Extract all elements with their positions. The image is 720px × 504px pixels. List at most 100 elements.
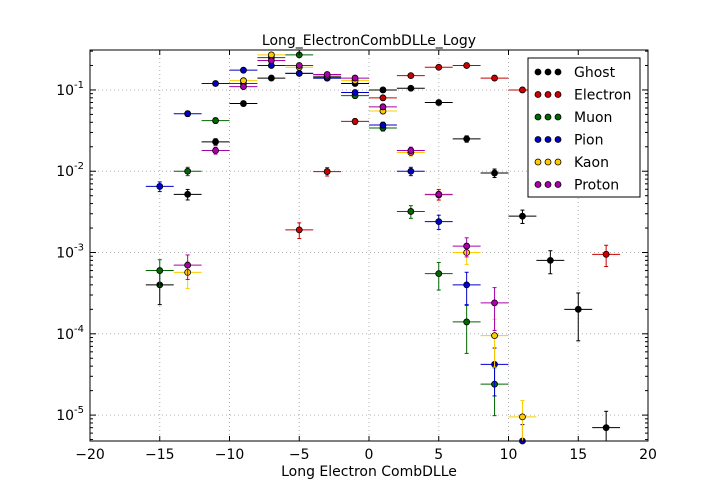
- data-point: [463, 318, 471, 326]
- data-point: [240, 66, 247, 74]
- y-tick-label: 10-4: [56, 324, 84, 343]
- legend-box: [527, 57, 641, 198]
- data-point: [184, 110, 192, 118]
- data-point: [519, 86, 526, 94]
- x-tick-label: −15: [145, 447, 175, 463]
- data-point: [546, 256, 554, 264]
- legend-marker: [554, 68, 562, 76]
- data-point: [295, 226, 303, 234]
- data-point: [212, 117, 219, 124]
- legend-marker: [554, 181, 562, 188]
- data-point: [407, 208, 415, 215]
- legend-marker: [534, 91, 542, 98]
- data-point: [295, 62, 303, 69]
- data-point: [491, 74, 498, 82]
- legend-label: Muon: [574, 110, 612, 126]
- legend-marker: [554, 136, 562, 143]
- data-point: [212, 147, 219, 154]
- legend-label: Kaon: [574, 155, 609, 171]
- data-point: [240, 77, 247, 85]
- data-point: [351, 118, 359, 125]
- data-point: [407, 72, 415, 80]
- data-point: [519, 212, 526, 220]
- y-tick-label: 10-1: [56, 80, 84, 99]
- legend-marker: [554, 91, 562, 98]
- data-point: [602, 424, 610, 432]
- legend-label: Ghost: [574, 65, 616, 81]
- data-point: [435, 63, 443, 71]
- legend-marker: [534, 68, 542, 76]
- data-point: [351, 74, 359, 82]
- data-point: [574, 305, 582, 313]
- data-points: [145, 51, 621, 445]
- data-point: [212, 138, 219, 146]
- x-tick-label: −10: [215, 447, 245, 463]
- data-point: [156, 183, 164, 190]
- data-point: [379, 86, 387, 94]
- legend-marker: [544, 91, 552, 98]
- data-point: [323, 71, 331, 78]
- x-tick-label: 20: [639, 447, 657, 463]
- data-point: [379, 94, 387, 102]
- y-tick-label: 10-2: [56, 161, 84, 180]
- legend-label: Electron: [574, 88, 631, 104]
- data-point: [463, 281, 471, 289]
- legend-label: Proton: [574, 178, 619, 194]
- legend: Ghost Electron Muon Pion Kaon Proton: [527, 57, 641, 198]
- legend-marker: [534, 136, 542, 143]
- data-point: [184, 190, 192, 198]
- data-point: [435, 190, 443, 198]
- chart-title: Long_ElectronCombDLLe_Logy: [262, 33, 476, 49]
- data-point: [295, 69, 303, 77]
- data-point: [379, 103, 387, 111]
- ticks: −20 −15 −10 −5 0 5 10 15 20 10-5 10-4 10-3 10-2 10-1: [56, 50, 657, 463]
- data-point: [491, 332, 498, 340]
- data-point: [212, 80, 219, 87]
- data-point: [602, 250, 610, 258]
- y-tick-label: 10-5: [56, 405, 84, 424]
- series-proton: [173, 57, 509, 331]
- data-point: [491, 299, 498, 307]
- y-tick-label: 10-3: [56, 243, 84, 262]
- data-point: [267, 74, 275, 82]
- data-point: [156, 267, 164, 274]
- legend-marker: [544, 68, 552, 76]
- legend-marker: [544, 181, 552, 188]
- data-point: [435, 270, 443, 278]
- legend-label: Pion: [574, 133, 603, 149]
- data-point: [267, 51, 275, 59]
- x-tick-label: 15: [569, 447, 587, 463]
- data-point: [435, 99, 443, 106]
- data-point: [435, 218, 443, 226]
- data-point: [407, 147, 415, 154]
- legend-marker: [534, 113, 542, 121]
- data-point: [379, 121, 387, 129]
- series-pion: [145, 62, 537, 445]
- x-tick-label: −20: [75, 447, 105, 463]
- legend-marker: [554, 113, 562, 121]
- data-point: [351, 89, 359, 96]
- x-axis-label: Long Electron CombDLLe: [281, 464, 457, 480]
- x-tick-label: 5: [434, 447, 443, 463]
- data-point: [463, 135, 471, 143]
- data-point: [184, 261, 192, 269]
- legend-marker: [534, 181, 542, 188]
- legend-marker: [534, 158, 542, 166]
- data-point: [407, 84, 415, 92]
- data-point: [407, 167, 415, 175]
- data-point: [267, 57, 275, 64]
- x-tick-label: −5: [289, 447, 310, 463]
- data-point: [463, 242, 471, 250]
- data-point: [491, 169, 498, 177]
- x-tick-label: 0: [365, 447, 374, 463]
- data-point: [240, 83, 247, 90]
- legend-marker: [544, 136, 552, 143]
- data-point: [519, 413, 526, 421]
- data-point: [463, 62, 471, 69]
- data-point: [240, 100, 247, 107]
- legend-marker: [544, 113, 552, 121]
- legend-marker: [544, 158, 552, 166]
- x-tick-label: 10: [500, 447, 518, 463]
- legend-marker: [554, 158, 562, 166]
